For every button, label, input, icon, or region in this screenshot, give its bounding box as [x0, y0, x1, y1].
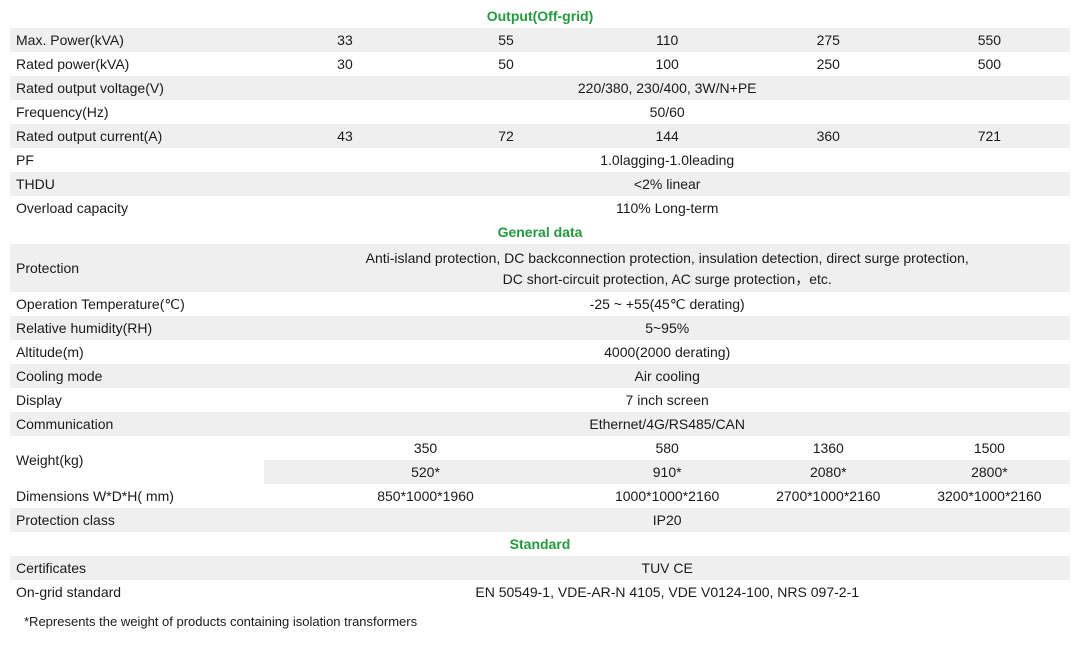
table-row: Operation Temperature(℃) -25 ~ +55(45℃ d…: [10, 292, 1070, 316]
table-row: Altitude(m) 4000(2000 derating): [10, 340, 1070, 364]
row-label: Protection class: [10, 508, 264, 532]
cell: 850*1000*1960: [264, 484, 586, 508]
footnote: *Represents the weight of products conta…: [10, 604, 1070, 629]
cell: 2800*: [909, 460, 1070, 484]
row-label: PF: [10, 148, 264, 172]
cell: 2080*: [748, 460, 909, 484]
row-label: Overload capacity: [10, 196, 264, 220]
section-general: General data: [10, 220, 1070, 244]
row-label: Dimensions W*D*H( mm): [10, 484, 264, 508]
cell: Air cooling: [264, 364, 1070, 388]
cell: 110% Long-term: [264, 196, 1070, 220]
cell: 350: [264, 436, 586, 460]
table-row: THDU <2% linear: [10, 172, 1070, 196]
cell: 520*: [264, 460, 586, 484]
table-row: Cooling mode Air cooling: [10, 364, 1070, 388]
cell: 7 inch screen: [264, 388, 1070, 412]
cell: 1500: [909, 436, 1070, 460]
cell: -25 ~ +55(45℃ derating): [264, 292, 1070, 316]
table-row: Max. Power(kVA) 33 55 110 275 550: [10, 28, 1070, 52]
cell: <2% linear: [264, 172, 1070, 196]
cell: 144: [587, 124, 748, 148]
table-row: Display 7 inch screen: [10, 388, 1070, 412]
cell: 360: [748, 124, 909, 148]
row-label: THDU: [10, 172, 264, 196]
row-label: Cooling mode: [10, 364, 264, 388]
row-label: Certificates: [10, 556, 264, 580]
row-label: Relative humidity(RH): [10, 316, 264, 340]
cell: 55: [426, 28, 587, 52]
cell: 220/380, 230/400, 3W/N+PE: [264, 76, 1070, 100]
table-row: Protection class IP20: [10, 508, 1070, 532]
cell: IP20: [264, 508, 1070, 532]
row-label: Rated power(kVA): [10, 52, 264, 76]
cell: 2700*1000*2160: [748, 484, 909, 508]
row-label: Altitude(m): [10, 340, 264, 364]
cell: 5~95%: [264, 316, 1070, 340]
table-row: PF 1.0lagging-1.0leading: [10, 148, 1070, 172]
table-row: Relative humidity(RH) 5~95%: [10, 316, 1070, 340]
cell: 910*: [587, 460, 748, 484]
row-label: Rated output current(A): [10, 124, 264, 148]
cell: 50/60: [264, 100, 1070, 124]
cell: 30: [264, 52, 425, 76]
table-row: Rated output voltage(V) 220/380, 230/400…: [10, 76, 1070, 100]
row-label: Communication: [10, 412, 264, 436]
cell: 580: [587, 436, 748, 460]
cell: 3200*1000*2160: [909, 484, 1070, 508]
cell: 33: [264, 28, 425, 52]
table-row: Frequency(Hz) 50/60: [10, 100, 1070, 124]
cell: 1.0lagging-1.0leading: [264, 148, 1070, 172]
table-row: Weight(kg) 350 580 1360 1500: [10, 436, 1070, 460]
cell: 500: [909, 52, 1070, 76]
row-label: Frequency(Hz): [10, 100, 264, 124]
cell: TUV CE: [264, 556, 1070, 580]
cell: 250: [748, 52, 909, 76]
cell: 275: [748, 28, 909, 52]
table-row: Dimensions W*D*H( mm) 850*1000*1960 1000…: [10, 484, 1070, 508]
table-row: Rated output current(A) 43 72 144 360 72…: [10, 124, 1070, 148]
cell: 72: [426, 124, 587, 148]
cell: 100: [587, 52, 748, 76]
cell: 4000(2000 derating): [264, 340, 1070, 364]
cell: 50: [426, 52, 587, 76]
cell: 1000*1000*2160: [587, 484, 748, 508]
cell: 1360: [748, 436, 909, 460]
cell: 43: [264, 124, 425, 148]
table-row: Overload capacity 110% Long-term: [10, 196, 1070, 220]
table-row: Rated power(kVA) 30 50 100 250 500: [10, 52, 1070, 76]
row-label: Rated output voltage(V): [10, 76, 264, 100]
table-row: On-grid standard EN 50549-1, VDE-AR-N 41…: [10, 580, 1070, 604]
cell: EN 50549-1, VDE-AR-N 4105, VDE V0124-100…: [264, 580, 1070, 604]
row-label: Protection: [10, 244, 264, 292]
table-row: Protection Anti-island protection, DC ba…: [10, 244, 1070, 268]
row-label: Max. Power(kVA): [10, 28, 264, 52]
section-output: Output(Off-grid): [10, 4, 1070, 28]
cell: DC short-circuit protection, AC surge pr…: [264, 268, 1070, 292]
cell: 550: [909, 28, 1070, 52]
cell: Anti-island protection, DC backconnectio…: [264, 244, 1070, 268]
row-label: Display: [10, 388, 264, 412]
cell: 721: [909, 124, 1070, 148]
cell: Ethernet/4G/RS485/CAN: [264, 412, 1070, 436]
table-row: Communication Ethernet/4G/RS485/CAN: [10, 412, 1070, 436]
section-standard: Standard: [10, 532, 1070, 556]
row-label: Operation Temperature(℃): [10, 292, 264, 316]
row-label: Weight(kg): [10, 436, 264, 484]
spec-table: Output(Off-grid) Max. Power(kVA) 33 55 1…: [10, 4, 1070, 604]
cell: 110: [587, 28, 748, 52]
table-row: Certificates TUV CE: [10, 556, 1070, 580]
row-label: On-grid standard: [10, 580, 264, 604]
